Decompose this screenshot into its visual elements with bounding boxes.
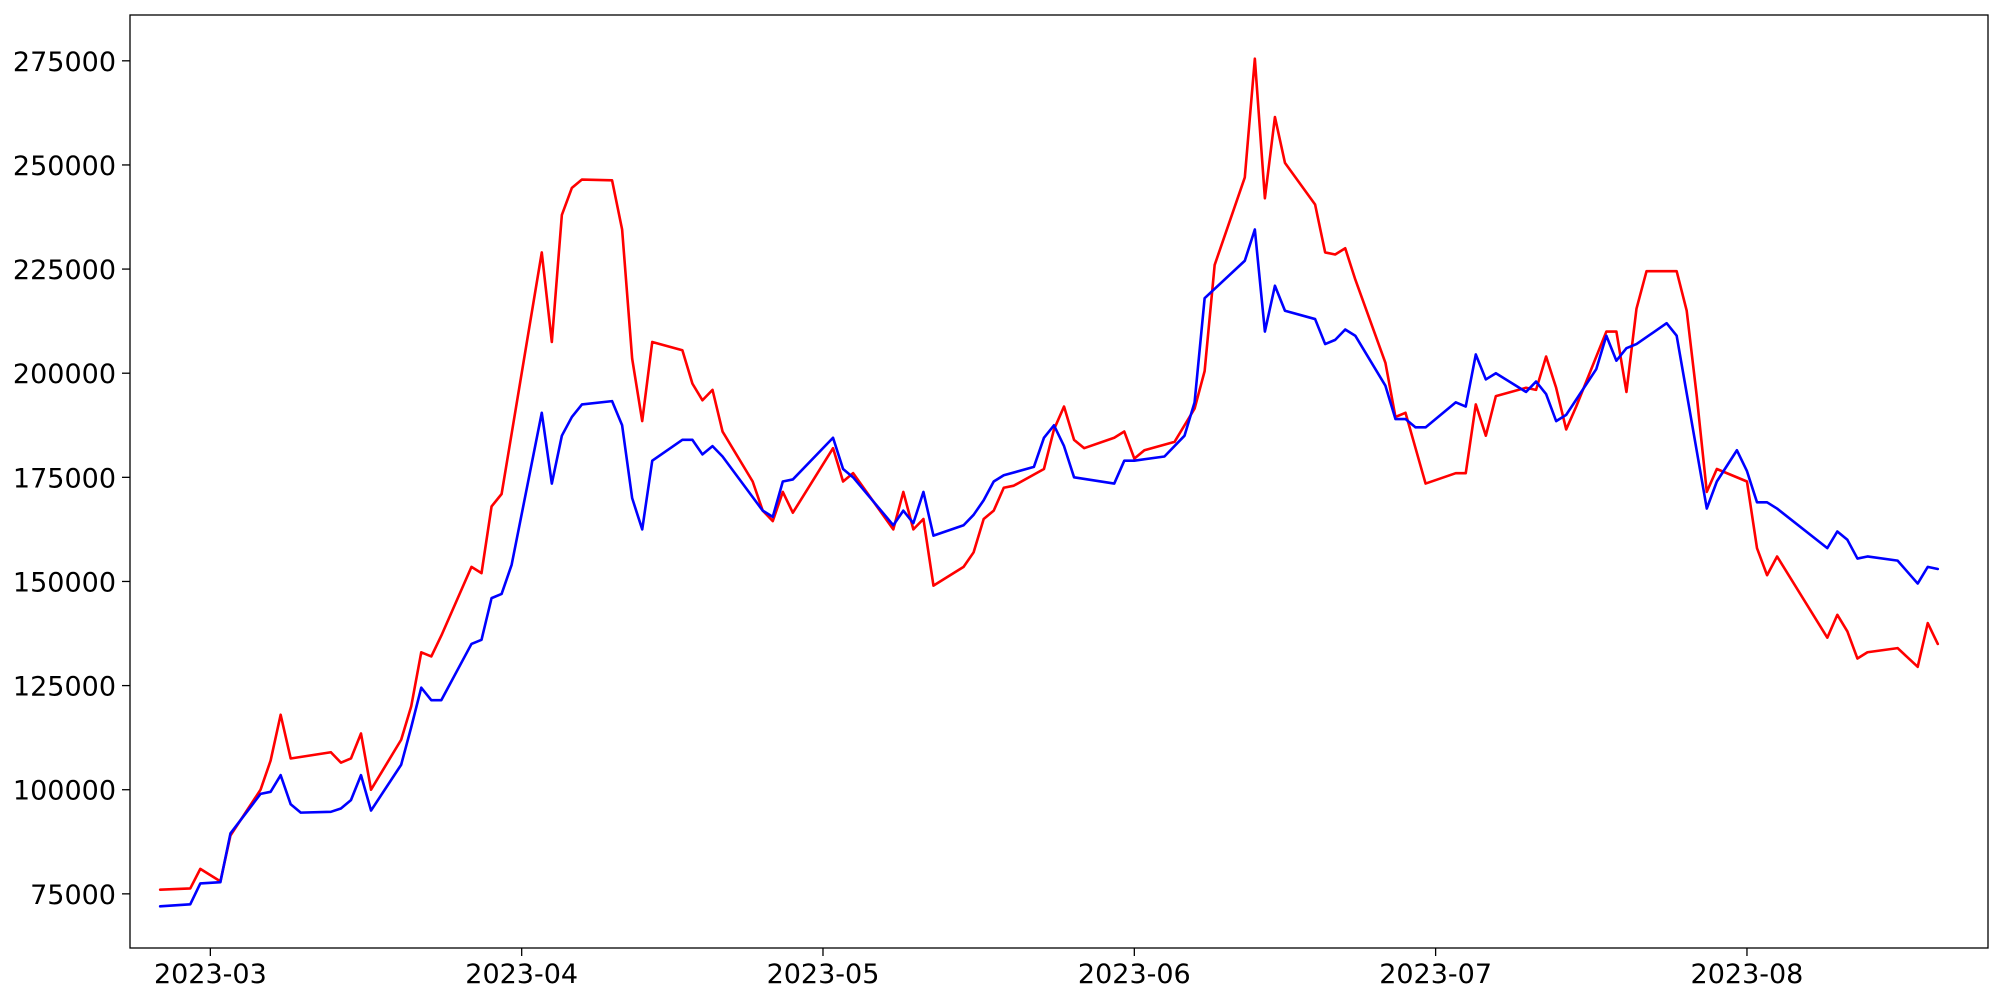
x-tick-label: 2023-07 [1379, 959, 1492, 990]
x-tick-label: 2023-03 [154, 959, 267, 990]
y-tick-label: 250000 [13, 151, 116, 182]
series-line-1 [158, 57, 1940, 891]
y-tick-label: 75000 [30, 880, 116, 911]
y-tick-label: 175000 [13, 463, 116, 494]
x-tick-label: 2023-06 [1078, 959, 1191, 990]
y-tick-label: 275000 [13, 47, 116, 78]
y-tick-label: 150000 [13, 567, 116, 598]
y-tick-label: 200000 [13, 359, 116, 390]
series-layer [158, 57, 1940, 908]
y-axis: 75000 100000 125000 150000 175000 200000 22500… [13, 47, 130, 911]
series-line-2 [158, 228, 1940, 908]
x-tick-label: 2023-08 [1691, 959, 1804, 990]
plot-area-frame [129, 14, 1989, 949]
y-tick-label: 100000 [13, 776, 116, 807]
x-tick-label: 2023-05 [767, 959, 880, 990]
y-tick-label: 125000 [13, 672, 116, 703]
y-tick-label: 225000 [13, 255, 116, 286]
x-tick-label: 2023-04 [465, 959, 578, 990]
x-axis: 2023-03 2023-04 2023-05 2023-06 2023-07 2023-… [154, 948, 1803, 990]
